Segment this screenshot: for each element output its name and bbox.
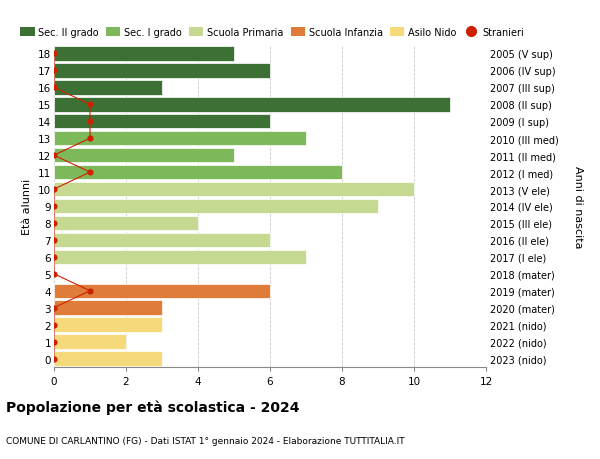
Bar: [54, 335, 126, 349]
Legend: Sec. II grado, Sec. I grado, Scuola Primaria, Scuola Infanzia, Asilo Nido, Stran: Sec. II grado, Sec. I grado, Scuola Prim…: [20, 28, 524, 38]
Bar: [54, 64, 270, 78]
Bar: [54, 250, 306, 264]
Y-axis label: Anni di nascita: Anni di nascita: [573, 165, 583, 248]
Point: [49, 254, 59, 261]
Bar: [54, 199, 378, 214]
Bar: [54, 47, 234, 62]
Bar: [54, 182, 414, 197]
Bar: [54, 352, 162, 366]
Bar: [54, 81, 162, 95]
Bar: [54, 318, 162, 332]
Bar: [54, 301, 162, 315]
Point: [85, 169, 95, 176]
Point: [85, 287, 95, 295]
Text: Popolazione per età scolastica - 2024: Popolazione per età scolastica - 2024: [6, 399, 299, 414]
Text: COMUNE DI CARLANTINO (FG) - Dati ISTAT 1° gennaio 2024 - Elaborazione TUTTITALIA: COMUNE DI CARLANTINO (FG) - Dati ISTAT 1…: [6, 436, 404, 445]
Point: [49, 304, 59, 312]
Point: [49, 50, 59, 58]
Point: [49, 321, 59, 329]
Bar: [54, 233, 270, 247]
Point: [49, 355, 59, 363]
Point: [49, 186, 59, 193]
Point: [49, 270, 59, 278]
Point: [49, 338, 59, 346]
Bar: [54, 216, 198, 230]
Bar: [54, 115, 270, 129]
Point: [49, 237, 59, 244]
Point: [85, 135, 95, 143]
Point: [49, 84, 59, 92]
Bar: [54, 98, 450, 112]
Bar: [54, 166, 342, 180]
Point: [49, 220, 59, 227]
Point: [49, 203, 59, 210]
Bar: [54, 149, 234, 163]
Point: [49, 67, 59, 75]
Y-axis label: Età alunni: Età alunni: [22, 179, 32, 235]
Point: [85, 118, 95, 126]
Bar: [54, 284, 270, 298]
Point: [85, 101, 95, 109]
Point: [49, 152, 59, 159]
Bar: [54, 132, 306, 146]
